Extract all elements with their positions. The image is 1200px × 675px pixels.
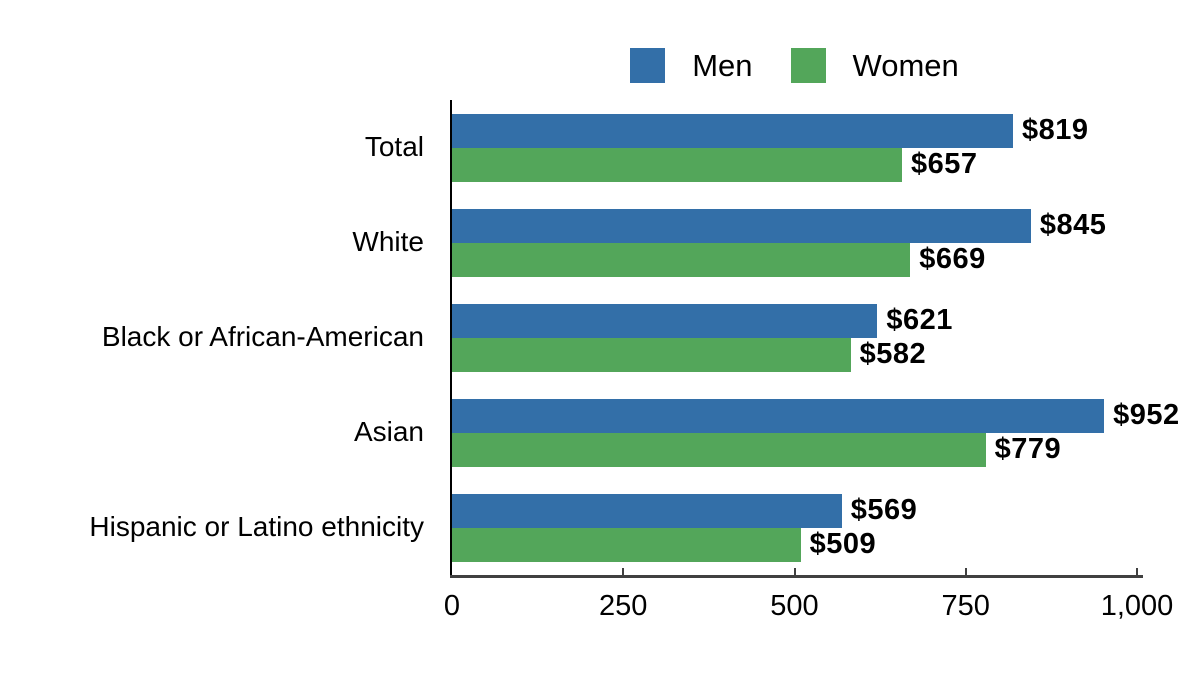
bar-value-label: $779: [994, 433, 1062, 465]
legend-label-women: Women: [852, 47, 959, 83]
bar-row: $845: [452, 208, 1137, 243]
bar-row: $952: [452, 398, 1179, 433]
category-label: Hispanic or Latino ethnicity: [89, 511, 424, 543]
bar-row: $582: [452, 337, 1137, 372]
legend-label-men: Men: [692, 47, 753, 83]
bar-row: $779: [452, 432, 1137, 467]
legend-item-men: Men: [630, 47, 753, 83]
x-tick-mark: [964, 568, 967, 576]
x-tick-label: 250: [599, 590, 648, 622]
bar-women: [452, 147, 903, 182]
bar-row: $669: [452, 242, 1137, 277]
bar-value-label: $845: [1039, 209, 1107, 241]
bar-men: [452, 208, 1031, 243]
category-label: Black or African-American: [101, 321, 424, 353]
category-label: Total: [364, 131, 424, 163]
bar-row: $657: [452, 147, 1137, 182]
bar-value-label: $669: [919, 243, 986, 275]
bar-group: $569 $509: [452, 480, 1137, 575]
bar-value-label: $569: [850, 494, 918, 526]
men-color-swatch: [630, 47, 666, 83]
x-axis: 0 250 500 750 1,000: [444, 568, 1173, 638]
bar-women: [452, 432, 986, 467]
bar-value-label: $621: [886, 304, 953, 336]
bar-value-label: $952: [1113, 399, 1180, 431]
bar-men: [452, 113, 1013, 148]
x-tick-label: 500: [770, 590, 819, 622]
women-color-swatch: [790, 47, 826, 83]
bar-group: $621 $582: [452, 290, 1137, 385]
bar-value-label: $819: [1022, 114, 1089, 146]
bar-row: $621: [452, 303, 1137, 338]
x-tick-label: 1,000: [1100, 590, 1174, 622]
plot-area: $819 $657 $845 $669 $621 $582 $952 $779 $569 $509: [450, 100, 1179, 578]
bar-value-label: $582: [859, 338, 927, 370]
bar-row: $819: [452, 113, 1137, 148]
category-label: Asian: [353, 416, 424, 448]
bar-women: [452, 337, 851, 372]
bar-men: [452, 398, 1105, 433]
bar-row: $509: [452, 527, 1137, 562]
bar-group: $845 $669: [452, 195, 1137, 290]
x-axis-line: [450, 575, 1143, 578]
category-labels: Total White Black or African-American Asian…: [0, 100, 452, 575]
x-tick-label: 0: [443, 590, 461, 622]
x-tick-mark: [1136, 568, 1138, 576]
bar-men: [452, 303, 878, 338]
y-axis-line: [450, 100, 452, 578]
bar-group: $819 $657: [452, 100, 1137, 195]
x-tick-mark: [622, 568, 625, 576]
legend-item-women: Women: [790, 47, 959, 83]
bar-value-label: $509: [809, 528, 877, 560]
category-label: White: [352, 226, 424, 258]
legend: Men Women: [452, 47, 1137, 83]
bar-women: [452, 527, 801, 562]
bar-group: $952 $779: [452, 385, 1179, 480]
bar-women: [452, 242, 911, 277]
x-tick-label: 750: [941, 590, 990, 622]
x-tick-mark: [793, 568, 796, 576]
bar-men: [452, 493, 842, 528]
bar-value-label: $657: [911, 148, 978, 180]
bar-row: $569: [452, 493, 1137, 528]
